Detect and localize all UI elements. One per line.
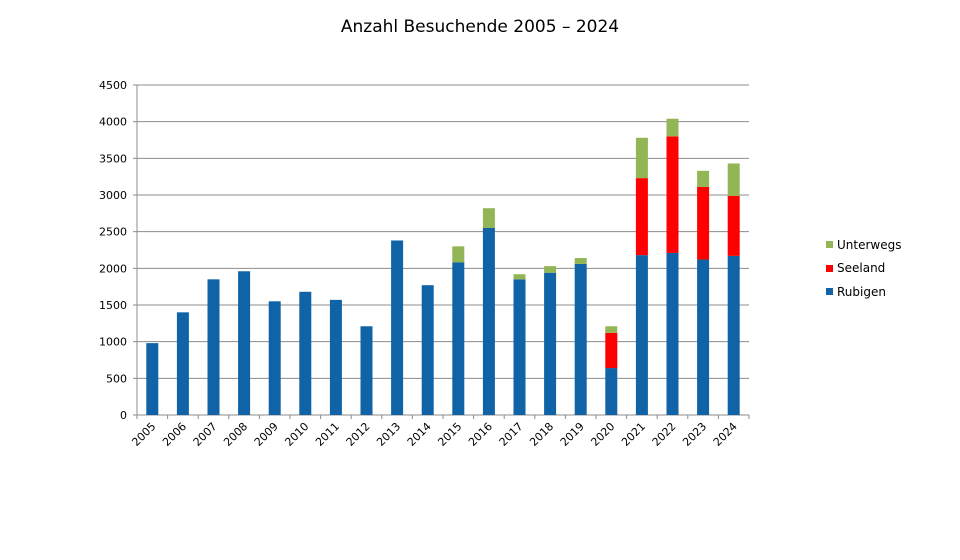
legend-label: Seeland xyxy=(837,261,886,276)
legend-swatch xyxy=(826,288,833,296)
legend-item-seeland: Seeland xyxy=(826,257,901,281)
legend-label: Rubigen xyxy=(837,284,886,299)
bar-rubigen-2005 xyxy=(146,343,159,415)
y-tick-label: 3000 xyxy=(99,189,127,202)
y-tick-label: 3500 xyxy=(99,152,127,165)
x-tick-label: 2015 xyxy=(435,420,464,449)
bar-rubigen-2016 xyxy=(482,228,495,415)
bar-rubigen-2011 xyxy=(329,299,342,415)
x-tick-label: 2012 xyxy=(344,420,373,449)
x-tick-label: 2017 xyxy=(497,420,526,449)
legend-label: Unterwegs xyxy=(837,237,902,252)
x-tick-label: 2016 xyxy=(466,420,495,449)
bar-rubigen-2021 xyxy=(635,255,648,415)
x-tick-label: 2024 xyxy=(711,420,740,449)
bar-seeland-2022 xyxy=(666,136,679,253)
x-tick-label: 2020 xyxy=(588,420,617,449)
x-tick-label: 2019 xyxy=(558,420,587,449)
bar-unterwegs-2024 xyxy=(727,163,740,196)
bar-rubigen-2023 xyxy=(697,259,710,415)
bar-rubigen-2013 xyxy=(391,240,404,415)
legend-item-unterwegs: Unterwegs xyxy=(826,233,901,257)
bar-unterwegs-2022 xyxy=(666,118,679,137)
bar-rubigen-2008 xyxy=(238,271,251,415)
bar-rubigen-2012 xyxy=(360,326,373,415)
x-tick-label: 2014 xyxy=(405,420,434,449)
x-tick-label: 2008 xyxy=(221,420,250,449)
bar-rubigen-2015 xyxy=(452,262,465,415)
chart-title: Anzahl Besuchende 2005 – 2024 xyxy=(340,17,620,37)
bar-rubigen-2022 xyxy=(666,252,679,415)
bar-rubigen-2007 xyxy=(207,279,220,415)
y-tick-label: 1500 xyxy=(99,299,127,312)
x-tick-label: 2011 xyxy=(313,420,342,449)
bar-unterwegs-2018 xyxy=(544,266,557,273)
x-tick-label: 2005 xyxy=(129,420,158,449)
x-tick-label: 2023 xyxy=(680,420,709,449)
x-tick-label: 2006 xyxy=(160,420,189,449)
x-tick-label: 2018 xyxy=(527,420,556,449)
y-tick-label: 4500 xyxy=(99,79,127,92)
legend-item-rubigen: Rubigen xyxy=(826,280,901,304)
bar-rubigen-2010 xyxy=(299,291,312,415)
bar-seeland-2020 xyxy=(605,332,618,369)
y-tick-label: 0 xyxy=(120,409,127,422)
bar-rubigen-2017 xyxy=(513,279,526,415)
y-tick-label: 500 xyxy=(106,372,127,385)
bar-unterwegs-2023 xyxy=(697,170,710,187)
bar-unterwegs-2017 xyxy=(513,274,526,280)
bar-unterwegs-2021 xyxy=(635,137,648,179)
x-tick-label: 2021 xyxy=(619,420,648,449)
bar-rubigen-2009 xyxy=(268,301,281,415)
bar-rubigen-2006 xyxy=(176,312,189,415)
y-tick-label: 2000 xyxy=(99,262,127,275)
x-tick-label: 2010 xyxy=(282,420,311,449)
x-tick-label: 2009 xyxy=(252,420,281,449)
bar-seeland-2023 xyxy=(697,186,710,260)
bar-seeland-2024 xyxy=(727,195,740,256)
x-tick-label: 2022 xyxy=(650,420,679,449)
x-tick-label: 2013 xyxy=(374,420,403,449)
y-tick-label: 1000 xyxy=(99,336,127,349)
legend-swatch xyxy=(826,264,833,272)
y-tick-label: 4000 xyxy=(99,116,127,129)
y-tick-label: 2500 xyxy=(99,226,127,239)
x-tick-label: 2007 xyxy=(191,420,220,449)
bar-rubigen-2014 xyxy=(421,285,434,415)
bar-unterwegs-2019 xyxy=(574,258,587,264)
bar-rubigen-2018 xyxy=(544,272,557,415)
bar-unterwegs-2015 xyxy=(452,246,465,263)
bar-rubigen-2024 xyxy=(727,255,740,415)
bar-rubigen-2019 xyxy=(574,263,587,415)
bar-seeland-2021 xyxy=(635,178,648,256)
chart-legend: Unterwegs Seeland Rubigen xyxy=(826,233,901,304)
bar-rubigen-2020 xyxy=(605,368,618,415)
legend-swatch xyxy=(826,241,833,249)
bar-unterwegs-2020 xyxy=(605,326,618,333)
bar-unterwegs-2016 xyxy=(482,208,495,228)
